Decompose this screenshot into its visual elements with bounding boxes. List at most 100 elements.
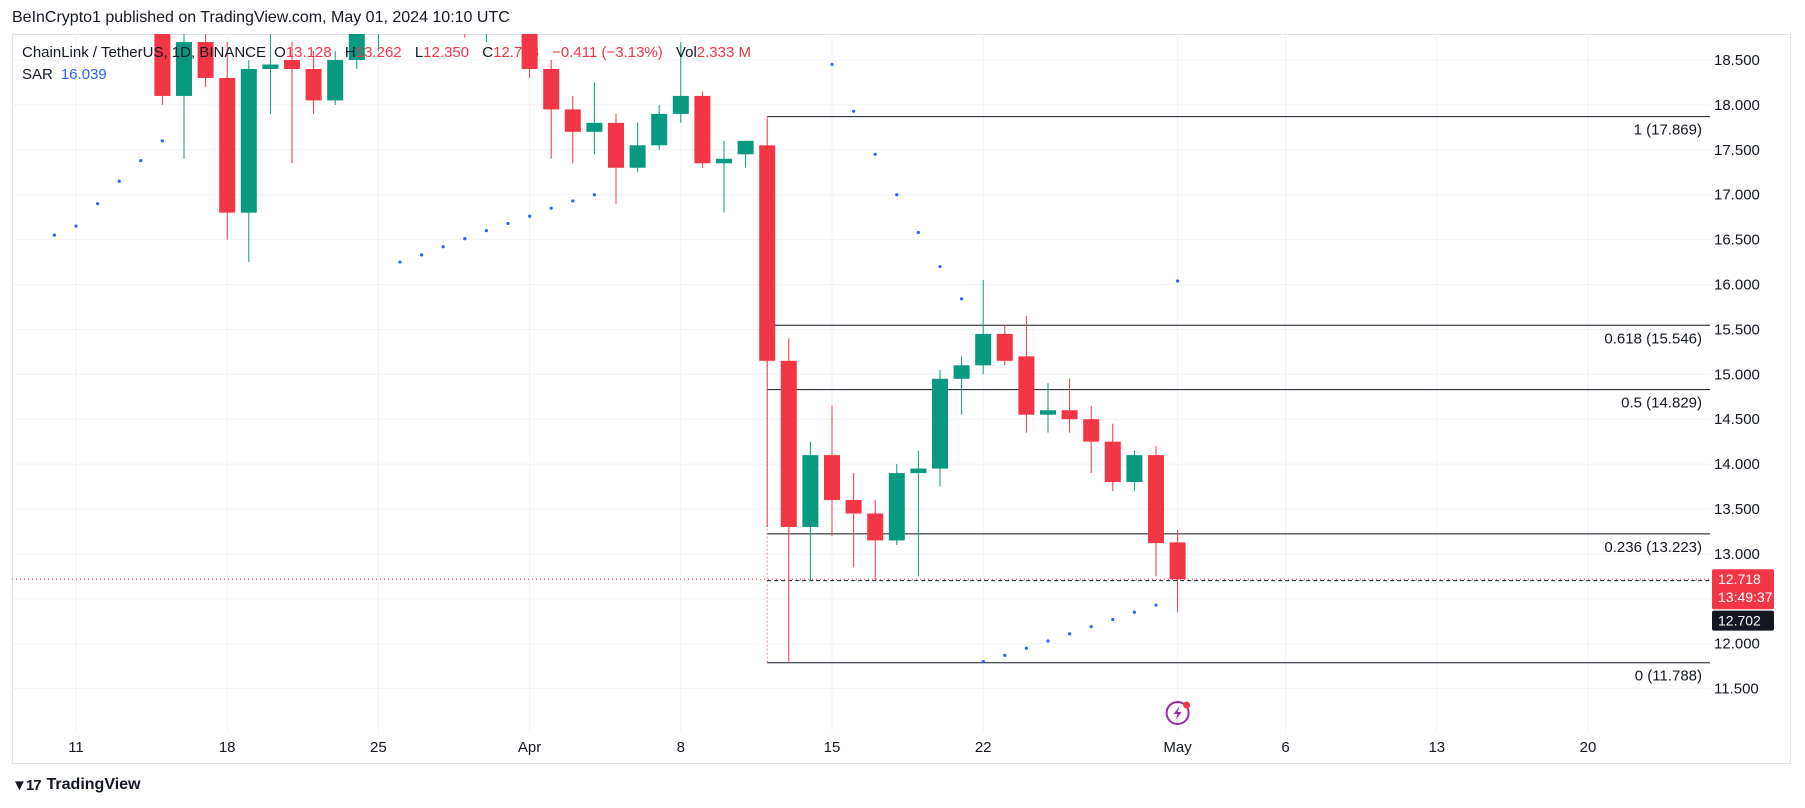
- sar-dot: [1132, 610, 1136, 614]
- fib-level-label: 1 (17.869): [1634, 122, 1702, 139]
- sar-dot: [938, 264, 942, 269]
- date-tick-label: May: [1163, 739, 1192, 756]
- candle-body: [197, 42, 214, 78]
- sar-dot: [1154, 603, 1158, 607]
- close-value: 12.718: [493, 44, 539, 61]
- candle-body: [327, 60, 344, 101]
- sar-dot: [873, 152, 877, 156]
- price-tick-label: 11.500: [1714, 681, 1759, 698]
- sar-dot: [916, 230, 921, 235]
- chart-frame: [12, 34, 1791, 764]
- price-tick-label: 13.500: [1714, 501, 1760, 518]
- publisher-line: BeInCrypto1 published on TradingView.com…: [12, 9, 510, 26]
- candle-body: [348, 34, 365, 60]
- sar-dot: [830, 62, 834, 67]
- countdown-badge-value: 13:49:37: [1718, 589, 1773, 605]
- sar-dot: [895, 193, 899, 197]
- price-tick-label: 14.000: [1714, 456, 1760, 473]
- candle-body: [953, 365, 970, 379]
- candle-body: [305, 68, 322, 101]
- change-value: −0.411 (−3.13%): [552, 44, 663, 61]
- tradingview-logo-icon: ▼17: [12, 776, 42, 794]
- sar-dot: [484, 229, 488, 233]
- sar-label: SAR: [22, 66, 53, 83]
- candle-body: [1040, 410, 1056, 415]
- candle-body: [154, 34, 171, 96]
- candle-body: [1083, 419, 1100, 442]
- candle-body: [543, 68, 560, 110]
- candle-body: [370, 0, 386, 24]
- low-value: 12.350: [423, 44, 470, 61]
- sar-dot: [117, 179, 121, 183]
- volume-label: Vol: [675, 44, 697, 61]
- candle-body: [629, 145, 646, 168]
- candle-body: [176, 42, 192, 96]
- sar-dot: [139, 158, 143, 163]
- date-tick-label: 11: [68, 739, 84, 756]
- candle-body: [672, 95, 689, 114]
- footer-brand-text: TradingView: [46, 776, 141, 793]
- sar-dot: [1024, 646, 1028, 650]
- crosshair-price-badge-value: 12.702: [1718, 613, 1761, 629]
- sar-dot: [1068, 632, 1072, 636]
- legend-header: ChainLink / TetherUS, 1D, BINANCE O13.12…: [22, 44, 760, 61]
- candle-body: [240, 68, 257, 213]
- candle-body: [910, 468, 927, 474]
- sar-dot: [981, 660, 985, 664]
- candle-body: [867, 513, 884, 541]
- sar-dot: [1089, 625, 1093, 629]
- fib-level-label: 0 (11.788): [1635, 668, 1702, 685]
- price-tick-label: 15.000: [1714, 366, 1760, 383]
- high-label: H: [344, 44, 356, 61]
- sar-dot: [1176, 279, 1180, 283]
- lightning-icon: [1173, 706, 1182, 720]
- sar-dot: [74, 224, 78, 228]
- close-label: C: [482, 44, 494, 61]
- price-tick-label: 15.500: [1714, 321, 1760, 338]
- candle-body: [845, 500, 862, 514]
- fib-level-label: 0.618 (15.546): [1604, 330, 1702, 347]
- date-tick-label: 20: [1580, 739, 1597, 756]
- sar-dot: [506, 221, 510, 226]
- date-tick-label: Apr: [518, 739, 541, 756]
- candle-body: [716, 158, 732, 164]
- sar-value: 16.039: [60, 66, 107, 83]
- sar-dot: [463, 237, 467, 241]
- candle-body: [500, 0, 516, 20]
- candle-body: [478, 0, 494, 24]
- price-tick-label: 14.500: [1714, 411, 1760, 428]
- candle-body: [262, 64, 279, 69]
- sar-dot: [1046, 639, 1050, 643]
- candle-body: [759, 145, 776, 361]
- candle-body: [1169, 542, 1186, 580]
- date-tick-label: 13: [1428, 739, 1445, 756]
- candle-body: [1018, 356, 1035, 415]
- fib-level-label: 0.236 (13.223): [1604, 539, 1702, 556]
- candle-body: [284, 60, 300, 69]
- sar-dot: [441, 245, 445, 249]
- price-tick-label: 18.000: [1714, 97, 1760, 114]
- last-price-badge-value: 12.718: [1718, 571, 1761, 587]
- volume-value: 2.333 M: [696, 44, 751, 61]
- footer-brand[interactable]: ▼17 TradingView: [12, 776, 140, 794]
- sar-dot: [96, 202, 100, 206]
- candle-body: [996, 333, 1013, 361]
- candle-body: [888, 473, 905, 541]
- candle-body: [586, 122, 603, 132]
- last-price-badge: [1712, 569, 1774, 610]
- candle-body: [737, 140, 754, 155]
- sar-dot: [528, 214, 532, 218]
- candle-body: [932, 378, 948, 469]
- sar-dot: [160, 139, 164, 143]
- sar-dot: [960, 297, 964, 301]
- sar-dot: [571, 199, 575, 203]
- date-tick-label: 22: [975, 739, 992, 756]
- sar-dot: [852, 109, 856, 113]
- plot-layer: 1 (17.869) 0.618 (15.546) 0.5 (14.829) 0.23…: [12, 0, 1710, 685]
- sar-dot: [1111, 617, 1115, 622]
- candle-body: [824, 455, 840, 501]
- notification-dot-icon: [1183, 701, 1191, 709]
- sar-dot: [1003, 653, 1007, 657]
- sar-dot: [52, 233, 57, 237]
